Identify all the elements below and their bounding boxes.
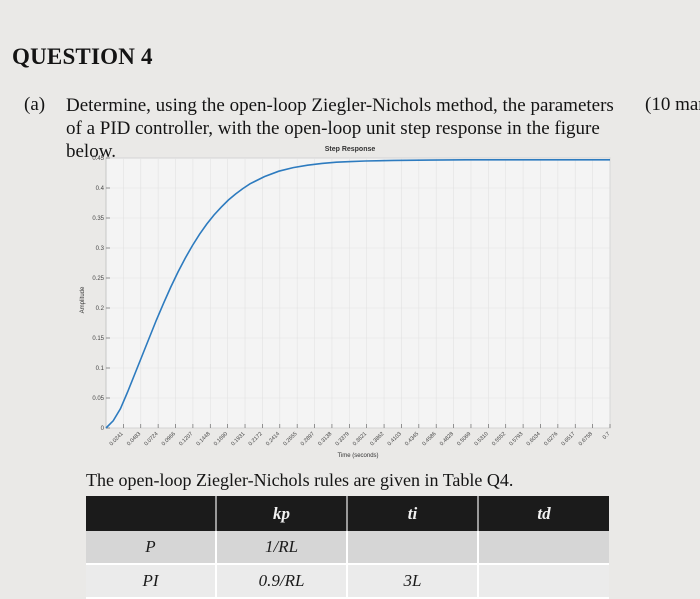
cell-controller: PI [86, 564, 217, 599]
x-tick-label: 0.4103 [387, 431, 403, 447]
x-tick-label: 0.5552 [491, 431, 507, 447]
cell-td [478, 531, 609, 565]
x-tick-label: 0.0483 [126, 431, 142, 447]
header-ti: ti [347, 496, 479, 531]
x-tick-label: 0.4345 [404, 431, 420, 447]
x-tick-label: 0.0241 [109, 431, 125, 447]
x-tick-label: 0.2172 [248, 431, 264, 447]
x-tick-label: 0.1690 [213, 431, 229, 447]
x-tick-label: 0.3862 [369, 431, 385, 447]
y-tick-label: 0.05 [92, 396, 104, 402]
table-header-row: kp ti td [86, 496, 609, 531]
table-row: PI 0.9/RL 3L [86, 564, 609, 599]
x-tick-label: 0.5310 [474, 431, 490, 447]
x-tick-label: 0.6034 [526, 431, 542, 447]
y-axis-label: Amplitude [80, 286, 86, 313]
cell-controller: P [86, 531, 217, 565]
table-intro-text: The open-loop Ziegler-Nichols rules are … [86, 470, 514, 490]
step-response-chart: 0 0.05 0.1 0.15 0.2 0.25 0.3 0.35 0.4 0.45 0.0241… [80, 156, 612, 459]
x-tick-label: 0.3621 [352, 431, 368, 447]
x-tick-label: 0.5793 [508, 431, 524, 447]
y-tick-label: 0.15 [92, 336, 104, 342]
x-tick-label: 0.6517 [560, 431, 576, 447]
x-tick-label: 0.1448 [196, 431, 212, 447]
cell-kp: 1/RL [216, 531, 348, 565]
chart-title: Step Response [324, 146, 376, 153]
header-td-main: td [537, 503, 551, 523]
y-tick-label: 0.4 [96, 186, 105, 192]
header-kp-main: kp [273, 503, 290, 523]
part-a-text: Determine, using the open-loop Ziegler-N… [66, 95, 614, 162]
x-tick-label: 0.2897 [300, 431, 316, 447]
header-td: td [478, 496, 609, 531]
x-tick-label: 0.2655 [282, 431, 298, 447]
part-a-label: (a) [24, 94, 46, 115]
y-tick-label: 0.1 [96, 366, 105, 372]
header-blank [86, 496, 217, 531]
x-tick-label: 0.6276 [543, 431, 559, 447]
x-tick-label: 0.0966 [161, 431, 177, 447]
y-tick-label: 0 [101, 426, 105, 432]
cell-td [478, 564, 609, 599]
x-tick-label: 0.6758 [578, 431, 594, 447]
y-tick-label: 0.3 [96, 246, 105, 252]
y-tick-label: 0.2 [96, 306, 105, 312]
header-ti-main: ti [407, 503, 418, 523]
x-tick-label: 0.3379 [335, 431, 351, 447]
header-kp: kp [216, 496, 348, 531]
cell-ti [347, 531, 479, 565]
step-response-line [105, 159, 610, 429]
x-tick-label: 0.1207 [178, 431, 194, 447]
question-title: QUESTION 4 [12, 44, 153, 69]
x-tick-label: 0.0724 [143, 431, 159, 447]
zn-rules-table: kp ti td P 1/RL PI 0.9/RL 3L [86, 496, 609, 599]
marks-label: (10 mar [645, 94, 700, 115]
x-tick-label: 0.4586 [421, 431, 437, 447]
x-tick-label: 0.2414 [265, 431, 281, 447]
x-tick-label: 0.7 [602, 431, 612, 441]
x-tick-label: 0.4828 [439, 431, 455, 447]
plot-area [105, 157, 611, 429]
y-tick-label: 0.25 [92, 276, 104, 282]
table-row: P 1/RL [86, 531, 609, 565]
cell-kp: 0.9/RL [216, 564, 348, 599]
cell-ti: 3L [347, 564, 479, 599]
x-axis-label: Time (seconds) [337, 453, 378, 459]
x-tick-label: 0.5069 [456, 431, 472, 447]
y-tick-label: 0.35 [92, 216, 104, 222]
x-tick-label: 0.1931 [230, 431, 246, 447]
x-tick-label: 0.3138 [317, 431, 333, 447]
y-tick-label: 0.45 [92, 156, 104, 162]
